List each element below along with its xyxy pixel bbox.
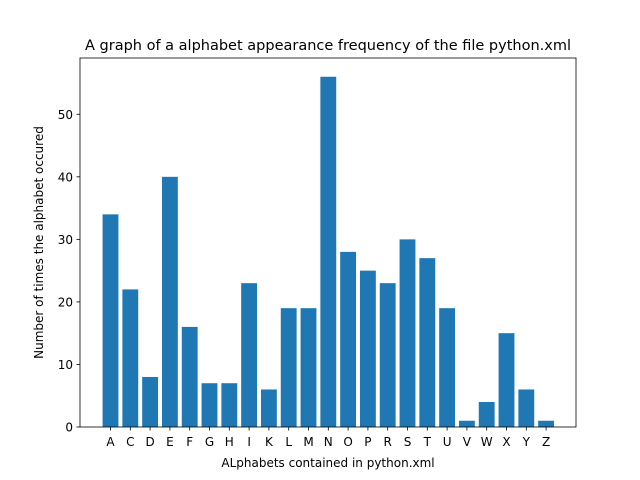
x-tick-label: M xyxy=(303,435,313,449)
bar-N xyxy=(320,76,337,427)
y-tick-label: 20 xyxy=(58,295,73,309)
bar-I xyxy=(241,283,258,427)
y-axis-ticks: 0 10 20 30 40 50 xyxy=(58,108,80,435)
plot-frame xyxy=(79,57,577,428)
x-tick-label: P xyxy=(364,435,371,449)
bar-K xyxy=(260,389,277,427)
bar-H xyxy=(221,383,238,427)
x-tick-label: I xyxy=(247,435,251,449)
bar-P xyxy=(359,270,376,427)
chart-title: A graph of a alphabet appearance frequen… xyxy=(85,38,571,54)
y-tick-label: 40 xyxy=(58,170,73,184)
y-tick-label: 30 xyxy=(58,233,73,247)
x-tick-label: H xyxy=(225,435,234,449)
x-tick-label: S xyxy=(404,435,412,449)
x-tick-label: U xyxy=(443,435,452,449)
bar-F xyxy=(181,326,198,427)
x-tick-label: K xyxy=(265,435,274,449)
x-tick-label: W xyxy=(481,435,493,449)
bar-M xyxy=(300,308,317,427)
x-tick-label: D xyxy=(145,435,154,449)
x-tick-label: A xyxy=(106,435,115,449)
x-tick-label: Z xyxy=(542,435,550,449)
bar-T xyxy=(419,258,436,427)
x-tick-label: N xyxy=(324,435,333,449)
bar-L xyxy=(280,308,297,427)
bar-G xyxy=(201,383,218,427)
bar-W xyxy=(478,401,495,427)
x-tick-label: O xyxy=(343,435,352,449)
x-tick-label: T xyxy=(423,435,432,449)
x-tick-label: G xyxy=(205,435,214,449)
bar-U xyxy=(439,308,456,427)
x-tick-label: V xyxy=(463,435,472,449)
x-tick-label: E xyxy=(166,435,174,449)
x-axis-label: ALphabets contained in python.xml xyxy=(221,456,434,470)
x-tick-label: L xyxy=(285,435,292,449)
bar-D xyxy=(142,376,159,427)
bar-S xyxy=(399,239,416,427)
bar-O xyxy=(340,251,357,427)
x-tick-label: X xyxy=(502,435,510,449)
bar-Z xyxy=(538,420,555,427)
bar-X xyxy=(498,333,515,427)
bar-A xyxy=(102,214,119,427)
y-tick-label: 50 xyxy=(58,108,73,122)
y-tick-label: 0 xyxy=(65,421,73,435)
y-tick-label: 10 xyxy=(58,358,73,372)
bar-E xyxy=(161,176,178,427)
bar-V xyxy=(458,420,475,427)
y-axis-label: Number of times the alphabet occured xyxy=(32,126,46,359)
x-tick-label: C xyxy=(126,435,134,449)
bar-R xyxy=(379,283,396,427)
x-tick-label: Y xyxy=(522,435,531,449)
bars-group xyxy=(102,76,555,427)
x-tick-label: F xyxy=(186,435,193,449)
x-tick-label: R xyxy=(384,435,392,449)
bar-C xyxy=(122,289,139,427)
bar-Y xyxy=(518,389,535,427)
